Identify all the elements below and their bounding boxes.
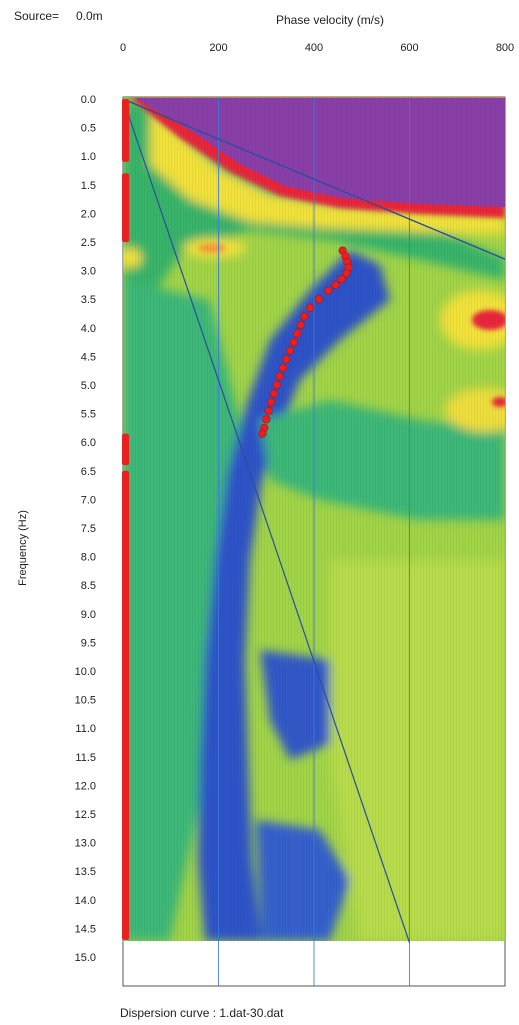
curve-point xyxy=(258,429,267,438)
y-tick-label: 5.0 xyxy=(81,380,96,392)
y-tick-label: 4.0 xyxy=(81,323,96,335)
y-tick-label: 0.5 xyxy=(81,123,96,135)
curve-point xyxy=(324,286,333,295)
source-value: 0.0m xyxy=(76,9,103,23)
curve-point xyxy=(314,295,323,304)
aliasing-line xyxy=(122,98,506,260)
curve-point xyxy=(282,355,291,364)
curve-point xyxy=(266,398,276,407)
y-tick-label: 13.0 xyxy=(75,838,96,850)
curve-point xyxy=(293,329,302,338)
vertical-gridlines xyxy=(218,97,410,986)
y-tick-label: 12.5 xyxy=(75,809,96,821)
axis-marker-band xyxy=(122,173,129,242)
curve-point xyxy=(264,406,273,415)
y-tick-label: 2.0 xyxy=(81,208,96,220)
curve-point xyxy=(262,415,271,424)
curve-point xyxy=(337,275,346,284)
y-tick-label: 7.5 xyxy=(81,523,96,535)
y-tick-label: 3.0 xyxy=(81,266,96,278)
curve-point xyxy=(289,338,299,347)
axis-marker-bands xyxy=(122,99,129,940)
dispersion-caption: Dispersion curve : 1.dat-30.dat xyxy=(120,1006,284,1020)
y-tick-label: 9.0 xyxy=(81,609,96,621)
curve-point xyxy=(300,312,309,321)
y-tick-label: 2.5 xyxy=(81,237,96,249)
y-tick-label: 0.0 xyxy=(81,94,96,106)
x-tick-label: 400 xyxy=(305,42,323,54)
axis-marker-band xyxy=(122,99,129,162)
x-tick-label: 0 xyxy=(120,42,126,54)
x-tick-label: 800 xyxy=(496,42,514,54)
curve-point xyxy=(269,389,278,398)
y-tick-label: 4.5 xyxy=(81,351,96,363)
y-tick-label: 6.5 xyxy=(81,466,96,478)
y-tick-label: 1.0 xyxy=(81,151,96,163)
y-tick-label: 11.5 xyxy=(75,752,96,764)
y-tick-label: 3.5 xyxy=(81,294,96,306)
y-tick-label: 6.0 xyxy=(81,437,96,449)
y-tick-label: 1.5 xyxy=(81,180,96,192)
x-tick-labels: 0 200 400 600 800 xyxy=(120,42,514,54)
curve-point xyxy=(331,280,340,290)
aliasing-lines xyxy=(122,98,506,943)
curve-point xyxy=(306,303,315,312)
y-tick-label: 12.0 xyxy=(75,780,96,792)
curve-point xyxy=(296,320,305,330)
y-tick-label: 10.5 xyxy=(75,695,96,707)
y-tick-label: 15.0 xyxy=(75,952,96,964)
curve-point xyxy=(278,363,288,372)
source-label: Source= xyxy=(14,9,59,23)
y-axis-label: Frequency (Hz) xyxy=(17,510,29,586)
curve-point xyxy=(342,269,351,278)
curve-point xyxy=(272,380,281,390)
y-tick-label: 7.0 xyxy=(81,494,96,506)
y-tick-label: 14.5 xyxy=(75,923,96,935)
axis-marker-band xyxy=(122,433,129,466)
y-tick-label: 9.5 xyxy=(81,637,96,649)
x-tick-label: 200 xyxy=(209,42,227,54)
x-axis-label: Phase velocity (m/s) xyxy=(276,13,384,27)
y-tick-labels: 0.0 0.5 1.0 1.5 2.0 2.5 3.0 3.5 4.0 4.5 5.0 5.5 6.0 6… xyxy=(75,94,96,964)
y-tick-label: 14.0 xyxy=(75,895,96,907)
picked-dispersion-curve xyxy=(258,246,353,438)
axis-marker-band xyxy=(122,470,129,940)
y-tick-label: 5.5 xyxy=(81,409,96,421)
y-tick-label: 11.0 xyxy=(75,723,96,735)
aliasing-line xyxy=(122,98,411,943)
y-tick-label: 10.0 xyxy=(75,666,96,678)
y-tick-label: 8.0 xyxy=(81,552,96,564)
dispersion-image xyxy=(123,97,505,941)
curve-point xyxy=(286,346,295,355)
x-tick-label: 600 xyxy=(400,42,418,54)
y-tick-label: 8.5 xyxy=(81,580,96,592)
curve-point xyxy=(275,372,284,381)
y-tick-label: 13.5 xyxy=(75,866,96,878)
